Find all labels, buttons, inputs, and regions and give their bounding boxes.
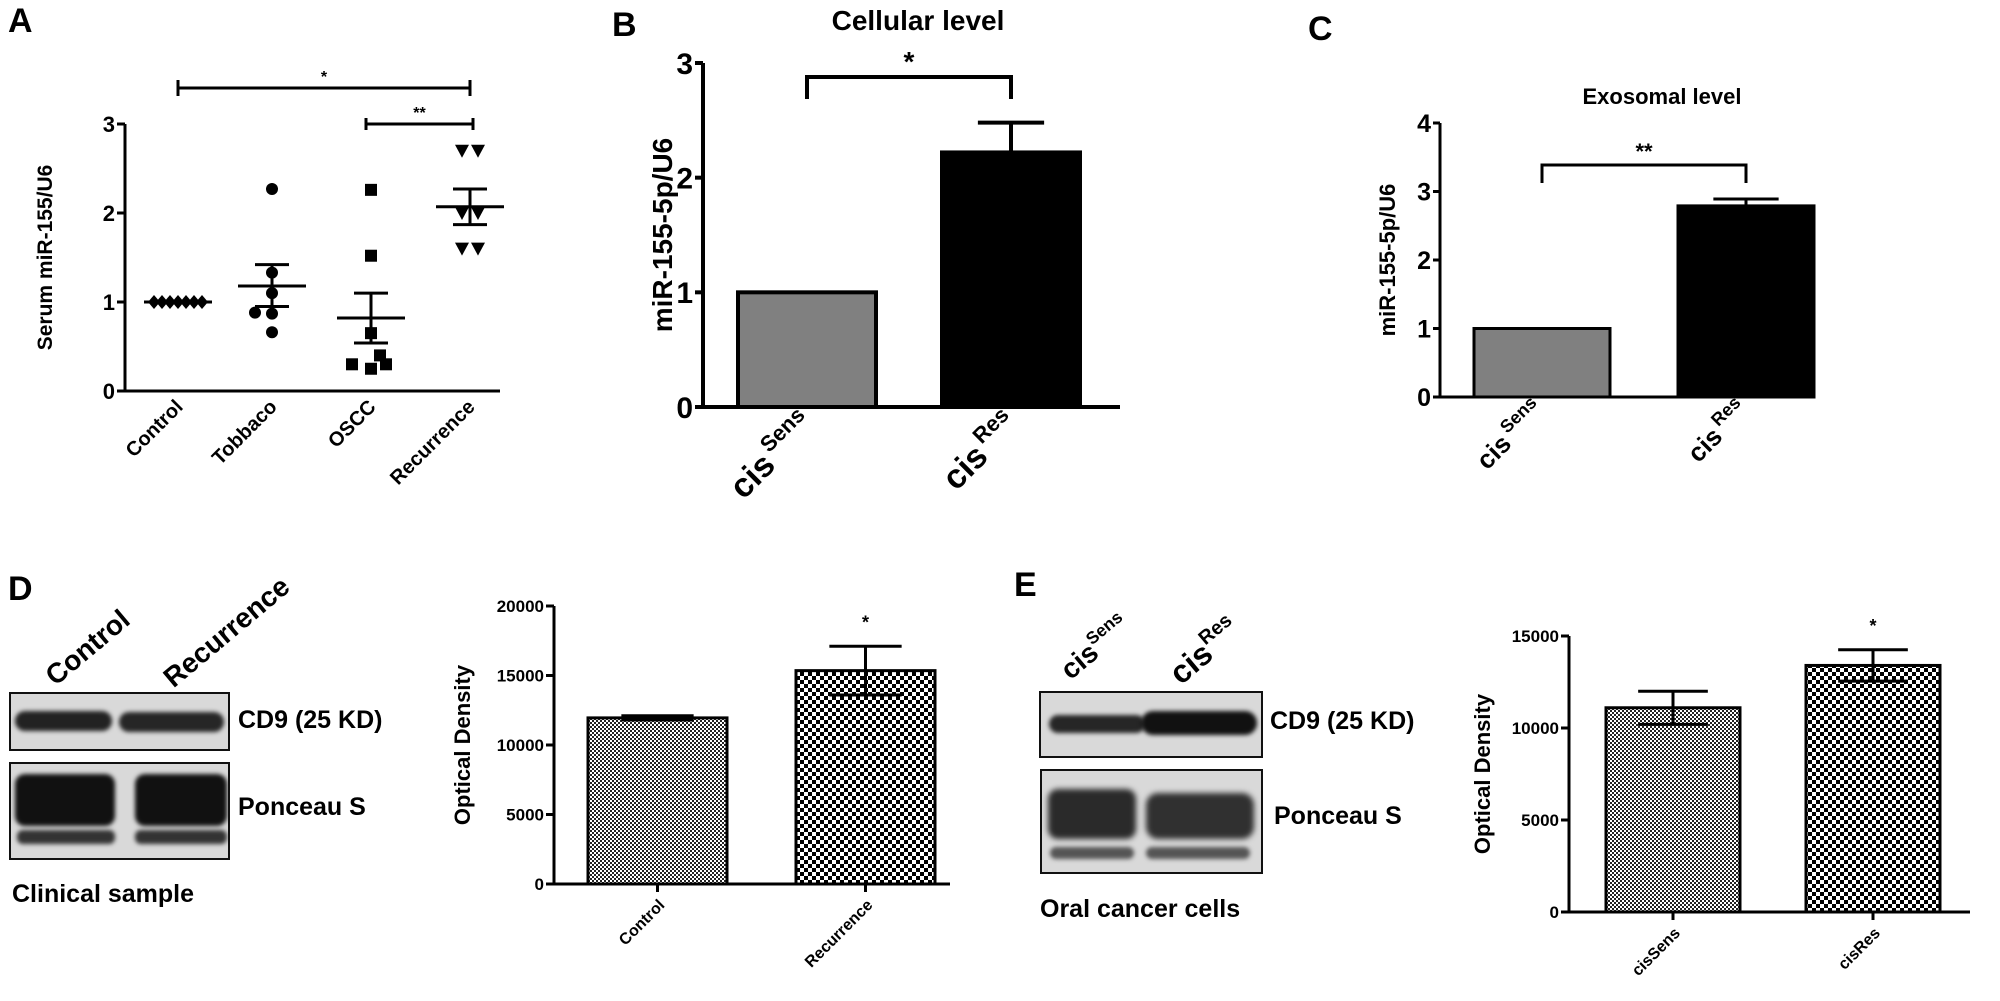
svg-text:*: * (1869, 616, 1876, 636)
svg-text:2: 2 (1417, 247, 1431, 275)
panel-d-letter: D (8, 570, 33, 608)
svg-text:0: 0 (103, 379, 115, 404)
svg-text:cisSens: cisSens (1629, 925, 1684, 980)
svg-text:2: 2 (676, 162, 693, 195)
blot-d-caption: Clinical sample (12, 880, 195, 908)
svg-text:5000: 5000 (1521, 811, 1559, 830)
svg-text:miR-155-5p/U6: miR-155-5p/U6 (647, 138, 678, 333)
svg-text:10000: 10000 (497, 736, 544, 755)
blot-d-label-cd9: CD9 (25 KD) (238, 706, 383, 734)
svg-text:1: 1 (676, 277, 693, 310)
svg-text:Optical Density: Optical Density (450, 664, 475, 825)
svg-text:**: ** (1635, 139, 1653, 164)
panel-e-letter: E (1014, 566, 1037, 604)
svg-text:0: 0 (676, 392, 693, 425)
svg-text:0: 0 (1417, 384, 1431, 412)
svg-text:5000: 5000 (506, 806, 544, 825)
svg-text:cisRes: cisRes (1835, 925, 1884, 974)
svg-text:15000: 15000 (497, 667, 544, 686)
blot-e-ponceau (1040, 769, 1263, 874)
svg-text:4: 4 (1417, 110, 1431, 138)
svg-text:3: 3 (1417, 179, 1431, 207)
panel-c-letter: C (1308, 10, 1333, 48)
svg-text:Cellular level: Cellular level (832, 5, 1005, 36)
blot-d-label-ponceau: Ponceau S (238, 793, 366, 821)
blot-d-cd9 (9, 692, 230, 751)
svg-text:1: 1 (103, 290, 115, 315)
blot-e-cd9 (1039, 691, 1263, 758)
panel-b-letter: B (612, 6, 637, 44)
blot-e-caption: Oral cancer cells (1040, 895, 1241, 923)
blot-e-label-ponceau: Ponceau S (1274, 802, 1402, 830)
svg-text:*: * (904, 46, 915, 77)
svg-text:0: 0 (1550, 903, 1559, 922)
panel-a-letter: A (8, 2, 33, 40)
svg-text:Exosomal level: Exosomal level (1583, 84, 1742, 109)
svg-text:Serum miR-155/U6: Serum miR-155/U6 (34, 165, 57, 351)
svg-text:10000: 10000 (1512, 719, 1559, 738)
svg-text:**: ** (413, 105, 426, 122)
svg-text:20000: 20000 (497, 597, 544, 616)
svg-text:*: * (862, 612, 869, 632)
svg-text:*: * (321, 69, 328, 86)
blot-e-label-cd9: CD9 (25 KD) (1270, 707, 1415, 735)
svg-text:15000: 15000 (1512, 627, 1559, 646)
svg-text:Optical Density: Optical Density (1470, 693, 1495, 854)
svg-text:miR-155-5p/U6: miR-155-5p/U6 (1375, 184, 1400, 337)
svg-text:3: 3 (103, 112, 115, 137)
svg-text:3: 3 (676, 48, 693, 81)
svg-text:2: 2 (103, 201, 115, 226)
svg-text:1: 1 (1417, 316, 1431, 344)
panel-c-bar-chart: Exosomal level01234miR-155-5p/U6cisSensc… (1375, 84, 1816, 475)
svg-text:0: 0 (535, 875, 544, 894)
blot-d-ponceau (9, 762, 230, 860)
panel-b-bar-chart: Cellular level0123miR-155-5p/U6cisSensci… (647, 5, 1120, 506)
